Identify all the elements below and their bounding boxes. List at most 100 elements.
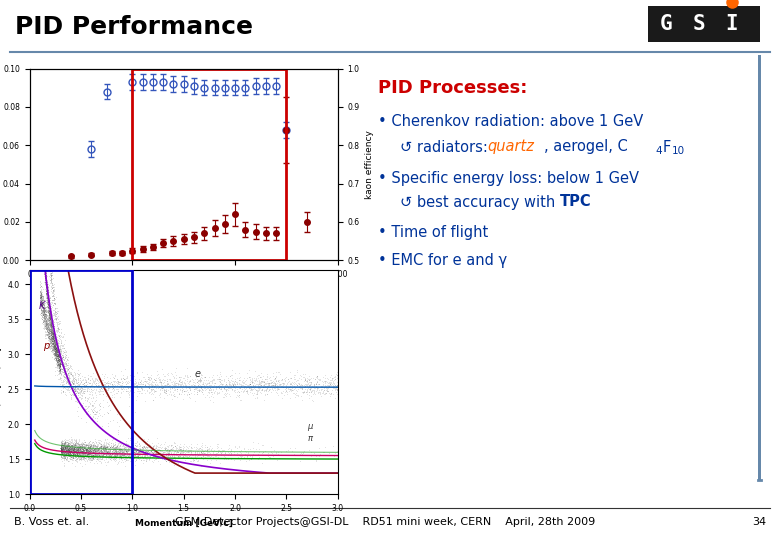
- Point: [131, 450, 144, 459]
- Point: [37, 239, 49, 247]
- Point: [261, 390, 274, 399]
- Point: [35, 207, 48, 216]
- Point: [47, 332, 59, 340]
- Point: [165, 445, 178, 454]
- Point: [84, 394, 97, 402]
- Point: [69, 441, 81, 449]
- Point: [35, 296, 48, 305]
- Point: [49, 342, 62, 351]
- Point: [92, 455, 105, 464]
- Point: [56, 361, 69, 370]
- Point: [70, 449, 83, 458]
- Point: [185, 444, 197, 453]
- Point: [136, 389, 149, 397]
- Point: [83, 448, 96, 457]
- Point: [72, 388, 84, 396]
- Point: [115, 454, 128, 462]
- Point: [40, 275, 52, 284]
- Point: [52, 356, 65, 365]
- Point: [55, 442, 68, 451]
- Point: [74, 442, 87, 451]
- Point: [43, 333, 55, 342]
- Point: [33, 138, 45, 146]
- Point: [37, 246, 50, 255]
- Point: [85, 441, 98, 449]
- Point: [30, 0, 42, 5]
- Point: [322, 381, 335, 390]
- Point: [145, 446, 158, 454]
- Point: [62, 445, 74, 454]
- Point: [41, 253, 54, 261]
- Point: [36, 219, 48, 227]
- Point: [256, 385, 268, 394]
- Point: [62, 443, 74, 451]
- Point: [44, 258, 56, 266]
- Point: [299, 385, 311, 394]
- Point: [85, 445, 98, 454]
- Point: [61, 448, 73, 457]
- Point: [76, 446, 89, 455]
- Point: [83, 382, 96, 390]
- Point: [34, 191, 47, 199]
- Point: [47, 322, 59, 330]
- Point: [182, 448, 194, 457]
- Point: [163, 381, 176, 390]
- Point: [119, 449, 131, 457]
- Point: [41, 280, 53, 288]
- Point: [48, 344, 61, 353]
- Point: [206, 444, 218, 453]
- Point: [100, 447, 112, 455]
- Point: [34, 245, 47, 253]
- Point: [35, 245, 48, 253]
- Point: [58, 438, 71, 447]
- Point: [53, 319, 66, 327]
- Point: [62, 442, 74, 451]
- Point: [94, 442, 107, 451]
- Point: [318, 382, 331, 390]
- Point: [64, 379, 76, 387]
- Point: [45, 331, 58, 340]
- Point: [50, 336, 62, 345]
- Point: [212, 381, 225, 390]
- Point: [142, 449, 154, 458]
- Point: [110, 444, 122, 453]
- Point: [161, 441, 174, 450]
- Point: [77, 446, 90, 455]
- Point: [271, 368, 284, 377]
- Point: [31, 73, 44, 82]
- Point: [66, 442, 78, 451]
- Point: [53, 354, 66, 363]
- Point: [70, 384, 83, 393]
- Point: [77, 440, 90, 448]
- Point: [39, 314, 51, 322]
- Point: [83, 441, 95, 450]
- Point: [69, 368, 81, 377]
- Point: [50, 346, 62, 355]
- Point: [145, 448, 158, 456]
- Point: [34, 168, 46, 177]
- Point: [53, 363, 66, 372]
- Point: [176, 453, 188, 461]
- Point: [41, 275, 53, 284]
- Point: [34, 206, 47, 215]
- Point: [85, 454, 98, 462]
- Point: [147, 384, 159, 393]
- Point: [55, 446, 68, 454]
- Point: [30, 51, 43, 60]
- Point: [51, 351, 64, 360]
- Point: [58, 443, 71, 451]
- Point: [79, 381, 91, 390]
- Point: [90, 444, 103, 453]
- Point: [331, 380, 343, 389]
- Point: [37, 245, 49, 253]
- Point: [53, 363, 66, 372]
- Point: [45, 328, 58, 337]
- Point: [287, 389, 300, 397]
- Point: [43, 311, 55, 320]
- Point: [43, 332, 55, 340]
- Point: [31, 79, 44, 88]
- Point: [303, 388, 315, 397]
- Point: [38, 261, 51, 270]
- Point: [264, 448, 277, 456]
- Point: [57, 445, 69, 454]
